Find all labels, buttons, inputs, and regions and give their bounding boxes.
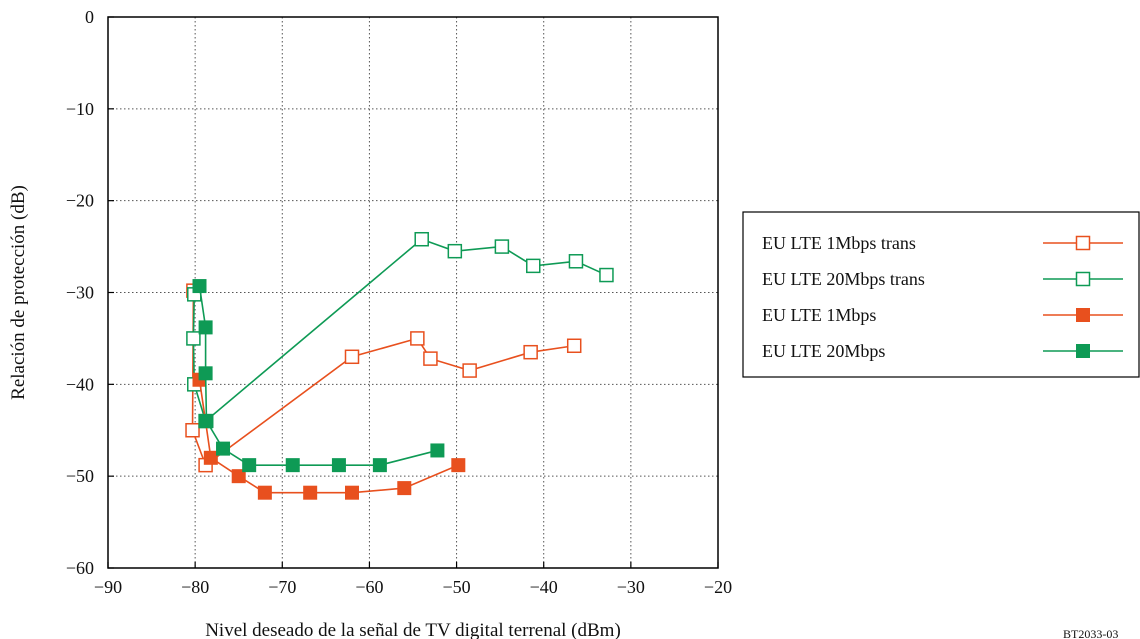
- data-point: [372, 458, 387, 473]
- legend-items: EU LTE 1Mbps trans EU LTE 20Mbps trans EU …: [762, 233, 1123, 361]
- legend-marker: [1076, 308, 1090, 322]
- data-point: [203, 450, 218, 465]
- legend: EU LTE 1Mbps trans EU LTE 20Mbps trans EU …: [742, 211, 1140, 378]
- y-axis-title: Relación de protección (dB): [8, 185, 29, 400]
- data-point: [568, 254, 584, 269]
- y-tick-label: −20: [66, 191, 94, 211]
- data-point: [285, 458, 300, 473]
- x-tick-label: −90: [94, 577, 122, 597]
- legend-label: EU LTE 1Mbps: [762, 305, 876, 325]
- data-point: [303, 485, 318, 500]
- data-point: [414, 231, 429, 247]
- data-point: [447, 243, 463, 259]
- data-point: [423, 351, 438, 366]
- data-point: [231, 469, 246, 484]
- legend-item: EU LTE 20Mbps: [762, 341, 1123, 361]
- x-tick-label: −50: [442, 577, 470, 597]
- x-tick-label: −30: [617, 577, 645, 597]
- y-tick-label: −30: [66, 283, 94, 303]
- x-tick-label: −20: [704, 577, 732, 597]
- data-point: [344, 349, 360, 365]
- legend-label: EU LTE 20Mbps trans: [762, 269, 925, 289]
- data-point: [462, 363, 477, 378]
- data-point: [199, 414, 214, 429]
- y-tick-label: −60: [66, 558, 94, 578]
- data-point: [198, 366, 213, 381]
- data-point: [192, 279, 207, 294]
- legend-label: EU LTE 1Mbps trans: [762, 233, 916, 253]
- grid: [108, 17, 718, 568]
- legend-marker: [1075, 235, 1091, 251]
- data-point: [523, 344, 538, 360]
- legend-marker: [1075, 271, 1091, 287]
- x-tick-label: −60: [355, 577, 383, 597]
- series-4: [192, 279, 445, 473]
- series-line: [192, 238, 607, 423]
- data-point: [397, 481, 412, 496]
- legend-item: EU LTE 20Mbps trans: [762, 269, 1123, 289]
- data-point: [451, 458, 466, 473]
- x-tick-label: −40: [530, 577, 558, 597]
- data-point: [186, 331, 201, 346]
- data-point: [599, 267, 614, 283]
- series-1: [185, 283, 582, 473]
- figure-reference: BT2033-03: [1063, 627, 1118, 639]
- legend-label: EU LTE 20Mbps: [762, 341, 885, 361]
- legend-item: EU LTE 1Mbps trans: [762, 233, 1123, 253]
- data-point: [185, 423, 200, 438]
- y-tick-label: −40: [66, 374, 94, 394]
- legend-item: EU LTE 1Mbps: [762, 305, 1123, 325]
- series-line: [191, 290, 575, 467]
- data-point: [216, 441, 231, 456]
- data-point: [257, 485, 272, 500]
- data-point: [526, 258, 541, 274]
- series-layer: [185, 231, 614, 500]
- series-2: [186, 231, 614, 429]
- y-tick-label: −10: [66, 99, 94, 119]
- series-3: [192, 372, 466, 500]
- y-tick-label: −50: [66, 466, 94, 486]
- axes: −90 −80 −70 −60 −50 −40 −30 −20 0 −10 −20 −30 −40 −50…: [66, 7, 732, 597]
- data-point: [410, 331, 425, 346]
- y-tick-label: 0: [85, 7, 94, 27]
- legend-box: [742, 211, 1140, 378]
- legend-marker: [1076, 344, 1090, 358]
- x-tick-label: −80: [181, 577, 209, 597]
- data-point: [198, 320, 213, 335]
- data-point: [566, 338, 582, 354]
- series-line: [198, 285, 438, 466]
- data-point: [494, 239, 510, 254]
- data-point: [345, 485, 359, 500]
- x-axis-title: Nivel deseado de la señal de TV digital …: [205, 620, 621, 639]
- x-tick-label: −70: [268, 577, 296, 597]
- data-point: [331, 458, 346, 473]
- data-point: [242, 458, 257, 473]
- data-point: [430, 443, 445, 458]
